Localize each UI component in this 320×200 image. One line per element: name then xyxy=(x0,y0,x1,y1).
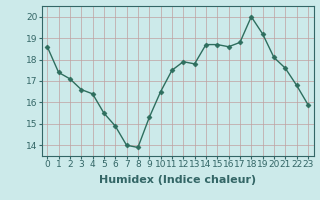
X-axis label: Humidex (Indice chaleur): Humidex (Indice chaleur) xyxy=(99,175,256,185)
